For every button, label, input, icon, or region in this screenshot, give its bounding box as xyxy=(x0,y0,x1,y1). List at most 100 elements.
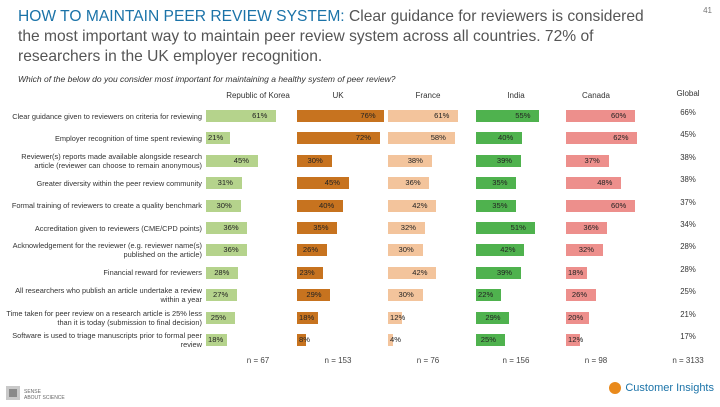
data-label: 21% xyxy=(208,133,224,143)
data-label: 29% xyxy=(306,290,322,300)
global-value: 66% xyxy=(680,108,696,117)
series-header: India xyxy=(507,91,525,100)
data-label: 48% xyxy=(597,178,613,188)
bar xyxy=(206,132,231,145)
bar xyxy=(476,266,521,279)
row-label: Reviewer(s) reports made available along… xyxy=(21,151,202,170)
data-label: 30% xyxy=(398,245,414,255)
data-label: 42% xyxy=(500,245,516,255)
data-label: 36% xyxy=(223,223,239,232)
svg-text:SENSE: SENSE xyxy=(24,389,42,395)
bar xyxy=(297,110,385,122)
bar xyxy=(388,110,459,122)
bar xyxy=(476,289,502,302)
data-label: 18% xyxy=(568,267,584,277)
bar xyxy=(566,334,580,346)
bar xyxy=(476,154,521,167)
bar xyxy=(297,289,331,302)
data-label: 36% xyxy=(583,223,599,232)
series-header: Republic of Korea xyxy=(226,91,290,100)
data-label: 32% xyxy=(400,223,416,232)
customer-insights-logo: Customer Insights xyxy=(609,382,714,394)
bar xyxy=(566,222,608,234)
data-label: 45% xyxy=(233,155,249,165)
bar xyxy=(388,132,455,145)
global-sample-size: n = 3133 xyxy=(672,356,704,365)
data-label: 40% xyxy=(498,133,514,143)
bar xyxy=(388,199,437,212)
data-label: 51% xyxy=(510,223,526,232)
data-label: 39% xyxy=(496,155,513,165)
bar xyxy=(206,266,239,279)
data-label: 25% xyxy=(480,335,496,344)
title-text: Clear guidance for reviewers is consider… xyxy=(18,8,644,65)
global-value: 28% xyxy=(680,264,696,274)
bar xyxy=(566,110,635,122)
bar xyxy=(476,132,522,145)
data-label: 32% xyxy=(578,245,594,255)
global-value: 38% xyxy=(680,175,696,185)
data-label: 35% xyxy=(492,200,508,210)
data-label: 18% xyxy=(299,312,315,322)
data-label: 30% xyxy=(216,200,232,210)
bar xyxy=(206,154,258,167)
row-label: Acknowledgement for the reviewer (e.g. r… xyxy=(12,241,202,260)
global-header: Global xyxy=(676,89,700,98)
brand-name: Customer Insights xyxy=(625,382,714,394)
global-value: 38% xyxy=(680,152,696,162)
sense-about-science-logo: SENSE ABOUT SCIENCE xyxy=(6,384,76,402)
sample-size: n = 67 xyxy=(246,356,270,365)
bar xyxy=(206,311,235,324)
data-label: 61% xyxy=(434,111,450,120)
bar xyxy=(297,266,324,279)
bar xyxy=(388,334,393,346)
data-label: 25% xyxy=(210,312,226,322)
data-label: 8% xyxy=(299,335,310,344)
series-header: UK xyxy=(332,91,344,100)
survey-question: Which of the below do you consider most … xyxy=(18,74,396,84)
bar xyxy=(297,222,338,234)
title-highlight: HOW TO MAINTAIN PEER REVIEW SYSTEM: xyxy=(18,8,345,25)
data-label: 35% xyxy=(313,223,329,232)
data-label: 58% xyxy=(430,133,446,143)
data-label: 26% xyxy=(571,290,588,300)
bar xyxy=(388,154,432,167)
bar xyxy=(476,334,505,346)
bar xyxy=(297,244,327,257)
data-label: 20% xyxy=(568,312,584,322)
bar xyxy=(566,199,635,212)
bar xyxy=(476,177,517,190)
row-label: Clear guidance given to reviewers on cri… xyxy=(12,111,202,121)
data-label: 12% xyxy=(390,312,406,322)
page-title: HOW TO MAINTAIN PEER REVIEW SYSTEM: Clea… xyxy=(18,7,668,67)
bar xyxy=(206,110,277,122)
data-label: 37% xyxy=(584,155,600,165)
bar xyxy=(476,244,525,257)
series-header: Canada xyxy=(581,91,611,100)
row-label: Greater diversity within the peer review… xyxy=(36,178,202,188)
svg-text:ABOUT SCIENCE: ABOUT SCIENCE xyxy=(24,395,65,401)
bar xyxy=(476,222,535,234)
bar xyxy=(476,199,517,212)
data-label: 39% xyxy=(496,267,513,277)
bar xyxy=(206,334,227,346)
data-label: 30% xyxy=(307,155,323,165)
bar xyxy=(297,154,332,167)
data-label: 30% xyxy=(398,290,414,300)
row-label: Software is used to triage manuscripts p… xyxy=(12,331,202,349)
sample-size: n = 98 xyxy=(584,356,608,365)
data-label: 42% xyxy=(412,200,428,210)
bar xyxy=(297,132,380,145)
global-value: 21% xyxy=(680,309,696,319)
bar xyxy=(388,311,402,324)
data-label: 36% xyxy=(223,245,239,255)
data-label: 22% xyxy=(478,290,494,300)
bar xyxy=(297,311,318,324)
global-value: 34% xyxy=(680,220,696,229)
global-value: 45% xyxy=(680,130,696,140)
bar xyxy=(566,266,587,279)
row-label: Financial reward for reviewers xyxy=(103,268,202,278)
global-value: 17% xyxy=(680,332,696,341)
row-label: Accreditation given to reviewers (CME/CP… xyxy=(34,223,202,233)
data-label: 61% xyxy=(252,111,268,120)
